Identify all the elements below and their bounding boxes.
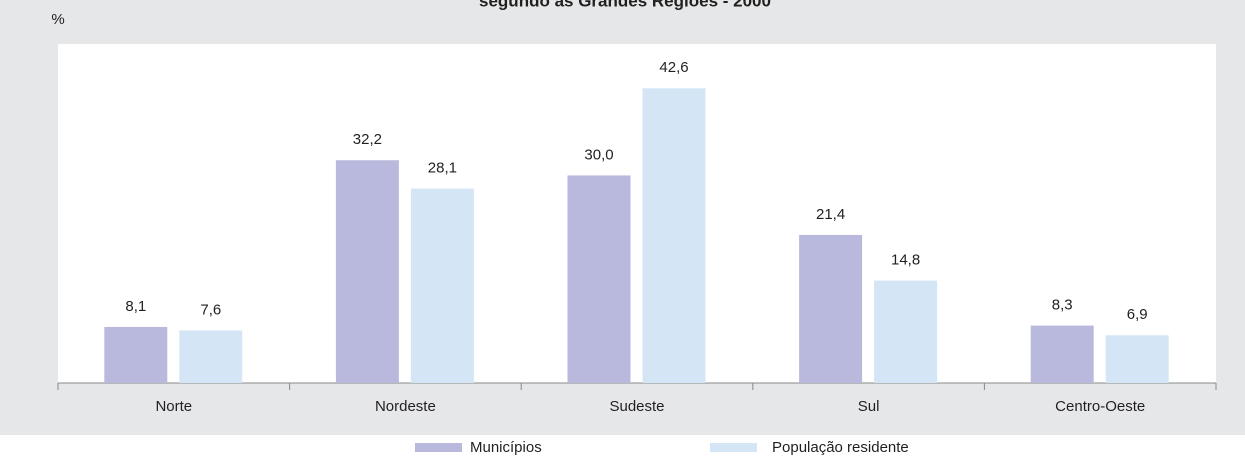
bar [335, 160, 399, 383]
value-label: 14,8 [891, 252, 920, 269]
bar [1105, 335, 1169, 383]
bar [104, 326, 168, 383]
x-tick-label: Nordeste [375, 398, 436, 415]
value-label: 28,1 [428, 160, 457, 177]
value-label: 8,3 [1052, 297, 1073, 314]
value-label: 6,9 [1127, 306, 1148, 323]
chart-title: segundo as Grandes Regiões - 2000 [479, 0, 771, 10]
legend-swatch [415, 443, 462, 452]
bar [567, 175, 631, 383]
value-label: 21,4 [816, 206, 845, 223]
bar [1030, 325, 1094, 383]
x-tick-label: Sul [858, 398, 880, 415]
value-label: 42,6 [659, 59, 688, 76]
bar [799, 234, 863, 383]
plot-area [58, 44, 1216, 383]
legend-swatch [710, 443, 757, 452]
y-axis-label: % [51, 11, 64, 28]
x-tick-label: Norte [155, 398, 192, 415]
bar [642, 88, 706, 383]
legend-label: Municípios [470, 439, 542, 456]
value-label: 32,2 [353, 131, 382, 148]
value-label: 30,0 [584, 146, 613, 163]
bar [410, 188, 474, 383]
value-label: 7,6 [200, 301, 221, 318]
bar [874, 280, 938, 383]
bar [179, 330, 243, 383]
x-tick-label: Centro-Oeste [1055, 398, 1145, 415]
value-label: 8,1 [125, 298, 146, 315]
x-tick-label: Sudeste [609, 398, 664, 415]
legend-label: População residente [772, 439, 909, 456]
